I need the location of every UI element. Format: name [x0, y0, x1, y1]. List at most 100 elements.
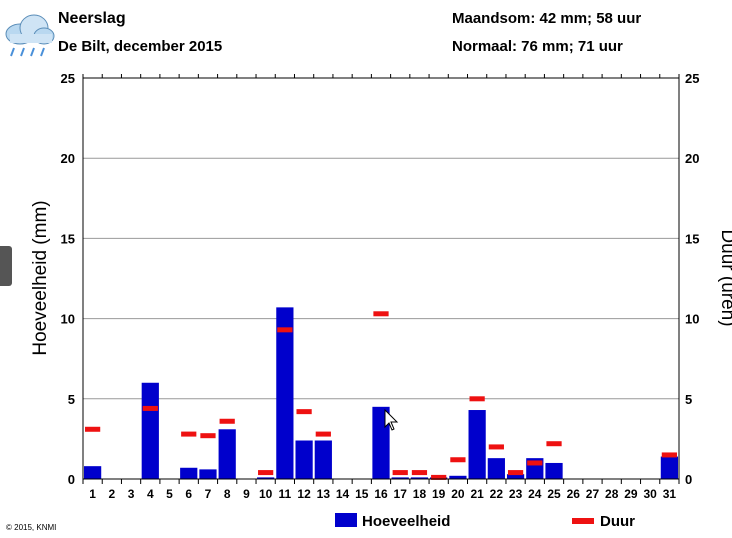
- x-tick-label: 14: [336, 487, 350, 501]
- x-tick-label: 5: [166, 487, 173, 501]
- x-tick-label: 12: [297, 487, 311, 501]
- bar-day-18: [410, 477, 429, 479]
- y-tick-label-left: 10: [61, 312, 75, 327]
- x-tick-labels: 1 2 3 4 5 6 7 8 9 10 11 12 13 14 15 16 17 18 19 20 21 22 23 24 2…: [89, 487, 676, 501]
- y-tick-label-right: 10: [685, 312, 699, 327]
- y-tick-label-right: 5: [685, 392, 692, 407]
- bar-day-31: [660, 456, 678, 479]
- bar-day-7: [199, 469, 217, 479]
- x-tick-label: 22: [490, 487, 504, 501]
- x-tick-label: 28: [605, 487, 619, 501]
- x-tick-label: 20: [451, 487, 465, 501]
- bar-day-10: [257, 477, 275, 479]
- plot-border: [82, 77, 680, 480]
- duration-marker-day-25: [546, 441, 562, 447]
- copyright-text: © 2015, KNMI: [6, 523, 56, 532]
- duration-marker-day-19: [431, 474, 447, 480]
- duration-marker-day-18: [411, 470, 428, 476]
- y-tick-labels-right: 0 5 10 15 20 25: [685, 71, 699, 487]
- x-tick-label: 7: [205, 487, 212, 501]
- duration-marker-day-6: [181, 431, 197, 437]
- plot-frame: [82, 74, 680, 484]
- bar-day-23: [506, 474, 525, 479]
- bar-day-1: [84, 466, 102, 479]
- y-tick-label-right: 15: [685, 231, 699, 246]
- duration-marker-day-17: [392, 470, 408, 476]
- chart-title: Neerslag: [58, 10, 126, 27]
- x-tick-label: 16: [374, 487, 388, 501]
- x-tick-label: 21: [470, 487, 484, 501]
- x-tick-label: 27: [586, 487, 600, 501]
- legend-label-duur: Duur: [600, 513, 635, 530]
- x-tick-label: 10: [259, 487, 273, 501]
- duration-marker-day-1: [85, 426, 101, 432]
- bar-day-20: [449, 475, 467, 479]
- duration-marker-day-23: [507, 470, 524, 476]
- x-tick-label: 13: [317, 487, 331, 501]
- monthly-sum: Maandsom: 42 mm; 58 uur: [452, 10, 641, 27]
- y-tick-label-right: 20: [685, 151, 699, 166]
- x-tick-label: 8: [224, 487, 231, 501]
- duration-marker-day-31: [661, 452, 677, 458]
- legend-label-hoeveelheid: Hoeveelheid: [362, 513, 450, 530]
- side-panel-handle[interactable]: [0, 246, 12, 286]
- y-axis-label: Hoeveelheid (mm): [30, 200, 51, 355]
- legend: Hoeveelheid Duur: [335, 513, 635, 530]
- duration-marker-day-8: [219, 418, 235, 424]
- bar-series-hoeveelheid: [84, 307, 678, 479]
- duration-marker-day-12: [296, 409, 312, 415]
- x-tick-label: 6: [185, 487, 192, 501]
- x-tick-label: 23: [509, 487, 523, 501]
- x-tick-label: 3: [128, 487, 135, 501]
- bar-day-25: [545, 462, 563, 479]
- x-tick-label: 4: [147, 487, 154, 501]
- duration-marker-day-20: [450, 457, 466, 463]
- x-tick-label: 30: [643, 487, 657, 501]
- duration-marker-day-7: [200, 433, 216, 439]
- x-tick-label: 15: [355, 487, 369, 501]
- bar-day-11: [276, 307, 294, 479]
- legend-swatch-duur: [572, 518, 594, 524]
- bar-day-4: [141, 382, 159, 479]
- x-tick-label: 2: [108, 487, 115, 501]
- duration-marker-day-21: [469, 396, 485, 402]
- y-tick-label-left: 5: [68, 392, 75, 407]
- y-tick-label-right: 0: [685, 472, 692, 487]
- x-tick-label: 26: [567, 487, 581, 501]
- y2-axis-label: Duur (uren): [717, 229, 732, 326]
- y-tick-label-left: 25: [61, 71, 75, 86]
- duration-marker-day-24: [527, 460, 543, 466]
- x-tick-label: 18: [413, 487, 427, 501]
- bar-day-13: [314, 440, 332, 479]
- y-tick-label-right: 25: [685, 71, 699, 86]
- bar-day-22: [487, 458, 505, 479]
- y-tick-labels-left: 0 5 10 15 20 25: [61, 71, 75, 487]
- legend-swatch-hoeveelheid: [335, 513, 357, 527]
- normal-values: Normaal: 76 mm; 71 uur: [452, 38, 623, 55]
- y-tick-label-left: 0: [68, 472, 75, 487]
- rain-cloud-icon: [5, 14, 55, 57]
- duration-marker-day-10: [258, 470, 274, 476]
- x-tick-label: 9: [243, 487, 250, 501]
- bar-day-12: [295, 440, 313, 479]
- x-tick-label: 25: [547, 487, 561, 501]
- x-tick-label: 1: [89, 487, 96, 501]
- x-tick-label: 19: [432, 487, 446, 501]
- marker-series-duur: [85, 311, 677, 480]
- x-tick-label: 11: [279, 487, 292, 501]
- x-tick-label: 17: [394, 487, 408, 501]
- chart-subtitle: De Bilt, december 2015: [58, 38, 222, 55]
- x-tick-label: 29: [624, 487, 638, 501]
- x-tick-label: 24: [528, 487, 542, 501]
- duration-marker-day-4: [142, 405, 158, 411]
- y-tick-label-left: 15: [61, 231, 75, 246]
- duration-marker-day-22: [488, 444, 504, 450]
- duration-marker-day-11: [277, 327, 293, 333]
- bar-day-21: [468, 410, 486, 479]
- bar-day-6: [180, 467, 198, 479]
- y-tick-label-left: 20: [61, 151, 75, 166]
- bar-day-17: [391, 477, 409, 479]
- x-tick-label: 31: [663, 487, 677, 501]
- grid-lines: [83, 157, 679, 400]
